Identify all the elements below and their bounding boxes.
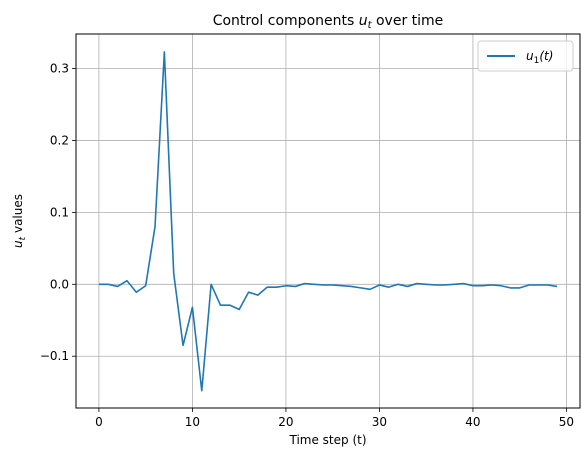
y-tick-label: 0.2	[50, 133, 69, 147]
series-layer	[98, 51, 558, 392]
y-tick-label: 0.3	[50, 62, 69, 76]
x-tick-label: 40	[465, 415, 480, 429]
x-axis-label: Time step (t)	[288, 433, 366, 447]
x-tick-label: 50	[559, 415, 574, 429]
x-tick-label: 30	[372, 415, 387, 429]
x-tick-label: 10	[185, 415, 200, 429]
x-axis: 0 10 20 30 40 50	[95, 408, 574, 429]
y-tick-label: 0.0	[50, 277, 69, 291]
y-axis-label: ut values	[11, 194, 28, 248]
plot-frame	[75, 33, 581, 409]
series-line-u1	[98, 51, 558, 392]
legend: u1(t)	[477, 40, 574, 72]
legend-box	[477, 40, 574, 72]
y-tick-label: −0.1	[40, 349, 69, 363]
chart-title: Control components ut over time	[213, 13, 444, 31]
x-tick-label: 20	[278, 415, 293, 429]
y-tick-label: 0.1	[50, 205, 69, 219]
x-tick-label: 0	[95, 415, 103, 429]
legend-label-u1: u1(t)	[526, 49, 553, 66]
y-axis: −0.1 0.0 0.1 0.2 0.3	[40, 62, 76, 363]
